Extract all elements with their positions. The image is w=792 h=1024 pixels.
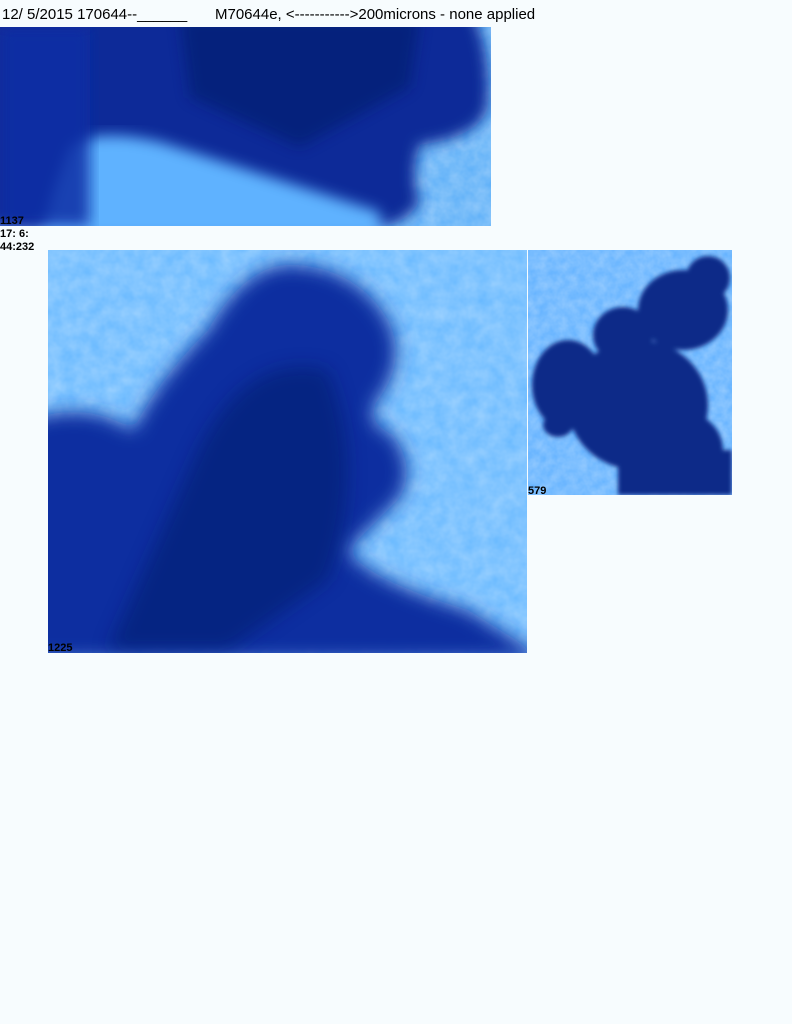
header-id: 170644-- (77, 6, 138, 23)
panel-3-label: 579 (528, 485, 547, 497)
micrograph-panel-3 (528, 250, 732, 495)
micrograph-image-3 (528, 250, 732, 495)
micrograph-panel-2 (48, 250, 527, 653)
micrograph-image-2 (48, 250, 527, 653)
header-title: M70644e, <----------->200microns - none … (215, 6, 535, 24)
timestamp-line-1: 17: 6: (0, 228, 29, 240)
header-date: 12/ 5/2015 (2, 6, 73, 23)
timestamp-line-2: 44:232 (0, 241, 35, 253)
header-blank: ______ (137, 6, 188, 23)
panel-2-label: 1225 (48, 642, 73, 654)
micrograph-panel-1 (0, 27, 491, 226)
panel-1-label: 1137 (0, 215, 24, 227)
header-scale: <----------->200microns - none applied (285, 6, 536, 23)
header-text: 12/ 5/2015 170644--______ (2, 6, 187, 24)
micrograph-image-1 (0, 27, 491, 226)
header-title-overlap: M70644e, (215, 6, 282, 23)
